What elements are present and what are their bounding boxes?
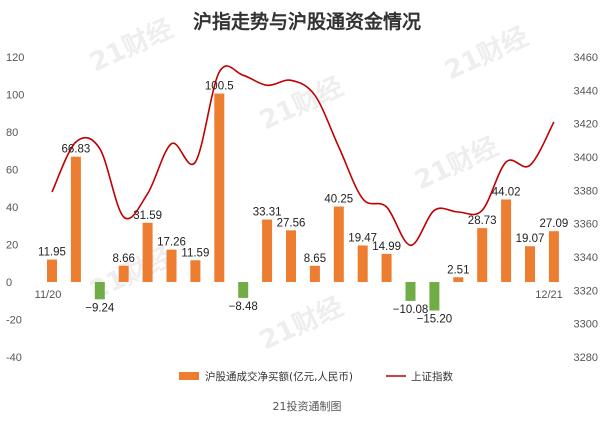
left-axis-tick-label: 80 bbox=[6, 127, 18, 139]
watermark-text: 21财经 bbox=[255, 71, 348, 136]
bar-data-label: 2.51 bbox=[447, 264, 469, 276]
bar-data-label: −10.08 bbox=[393, 304, 429, 316]
bar-data-label: 11.59 bbox=[181, 247, 209, 259]
bar bbox=[333, 206, 344, 282]
legend-bar-label: 沪股通成交净买额(亿元,人民币) bbox=[205, 370, 353, 383]
left-axis-tick-label: 60 bbox=[6, 165, 18, 177]
bar bbox=[501, 199, 512, 282]
bar bbox=[238, 282, 249, 298]
bar bbox=[309, 265, 320, 282]
right-axis-tick-label: 3360 bbox=[574, 219, 598, 231]
bar bbox=[190, 260, 201, 282]
bar bbox=[286, 230, 296, 282]
right-axis-tick-label: 3420 bbox=[574, 119, 598, 131]
bar-data-label: −15.20 bbox=[417, 314, 453, 326]
left-axis-tick-label: 100 bbox=[6, 90, 24, 102]
legend-line-label: 上证指数 bbox=[411, 370, 453, 383]
source-note: 21投资通制图 bbox=[273, 399, 342, 413]
bar bbox=[142, 222, 153, 282]
bar bbox=[405, 282, 416, 301]
bar-data-label: 19.07 bbox=[516, 233, 545, 245]
legend-bar-swatch bbox=[179, 372, 199, 380]
bar-data-label: 100.5 bbox=[205, 81, 234, 93]
index-line bbox=[51, 65, 555, 247]
left-axis-tick-label: -20 bbox=[6, 315, 22, 327]
left-axis-tick-label: 120 bbox=[6, 52, 24, 64]
bar-data-label: 44.02 bbox=[492, 186, 521, 198]
right-axis-tick-label: 3340 bbox=[574, 252, 598, 264]
bar bbox=[70, 156, 81, 282]
bar-data-label: −9.24 bbox=[85, 302, 115, 314]
right-axis-tick-label: 3460 bbox=[574, 52, 598, 64]
right-axis-tick-label: 3400 bbox=[574, 152, 598, 164]
bar bbox=[429, 282, 440, 311]
right-axis-tick-label: 3320 bbox=[574, 285, 598, 297]
right-axis-tick-label: 3280 bbox=[574, 352, 598, 364]
bar-data-label: 40.25 bbox=[324, 194, 353, 206]
bar bbox=[477, 228, 488, 282]
right-axis-ticks: 3460 3440 3420 3400 3380 3360 3340 3320 3300 3280 bbox=[574, 52, 598, 364]
bar bbox=[381, 253, 392, 282]
watermark-text: 21财经 bbox=[255, 291, 348, 356]
bar bbox=[548, 231, 559, 282]
right-axis-tick-label: 3380 bbox=[574, 185, 598, 197]
bar bbox=[453, 277, 464, 282]
bar-data-label: 17.26 bbox=[157, 237, 186, 249]
bar bbox=[357, 245, 368, 282]
bar-data-label: 14.99 bbox=[372, 241, 401, 253]
bar-data-label: 33.31 bbox=[253, 207, 282, 219]
legend: 沪股通成交净买额(亿元,人民币) 上证指数 bbox=[179, 370, 453, 383]
x-start-label: 11/20 bbox=[35, 289, 62, 301]
bar bbox=[94, 282, 105, 300]
bar-data-label: 66.83 bbox=[62, 144, 91, 156]
bar-data-label: 31.59 bbox=[133, 210, 162, 222]
bar-data-label: −8.48 bbox=[229, 301, 258, 313]
watermark-text: 21财经 bbox=[410, 131, 503, 196]
bar-data-label: 27.56 bbox=[277, 217, 306, 229]
watermark-text: 21财经 bbox=[85, 13, 178, 78]
bar bbox=[262, 219, 273, 282]
bar-data-label: 27.09 bbox=[540, 218, 569, 230]
bar-data-label: 8.65 bbox=[304, 253, 326, 265]
chart-title: 沪指走势与沪股通资金情况 bbox=[193, 10, 421, 33]
bar bbox=[47, 259, 57, 282]
bar bbox=[118, 265, 129, 282]
right-axis-tick-label: 3440 bbox=[574, 85, 598, 97]
bar-series bbox=[47, 93, 559, 311]
bar-data-label: 11.95 bbox=[38, 247, 66, 259]
left-axis-ticks: 120 100 80 60 40 20 0 -20 -40 bbox=[6, 52, 24, 364]
right-axis-tick-label: 3300 bbox=[574, 319, 598, 331]
left-axis-tick-label: 40 bbox=[6, 202, 18, 214]
bar bbox=[214, 93, 225, 282]
left-axis-tick-label: 20 bbox=[6, 240, 18, 252]
watermark-text: 21财经 bbox=[440, 21, 533, 86]
bar-data-label: 19.47 bbox=[348, 232, 377, 244]
x-end-label: 12/21 bbox=[535, 289, 563, 301]
bar-data-label: 28.73 bbox=[468, 215, 497, 227]
left-axis-tick-label: -40 bbox=[6, 352, 22, 364]
bar bbox=[525, 246, 535, 282]
bar-data-label: 8.66 bbox=[113, 253, 135, 265]
bar bbox=[166, 249, 177, 282]
left-axis-tick-label: 0 bbox=[6, 277, 12, 289]
